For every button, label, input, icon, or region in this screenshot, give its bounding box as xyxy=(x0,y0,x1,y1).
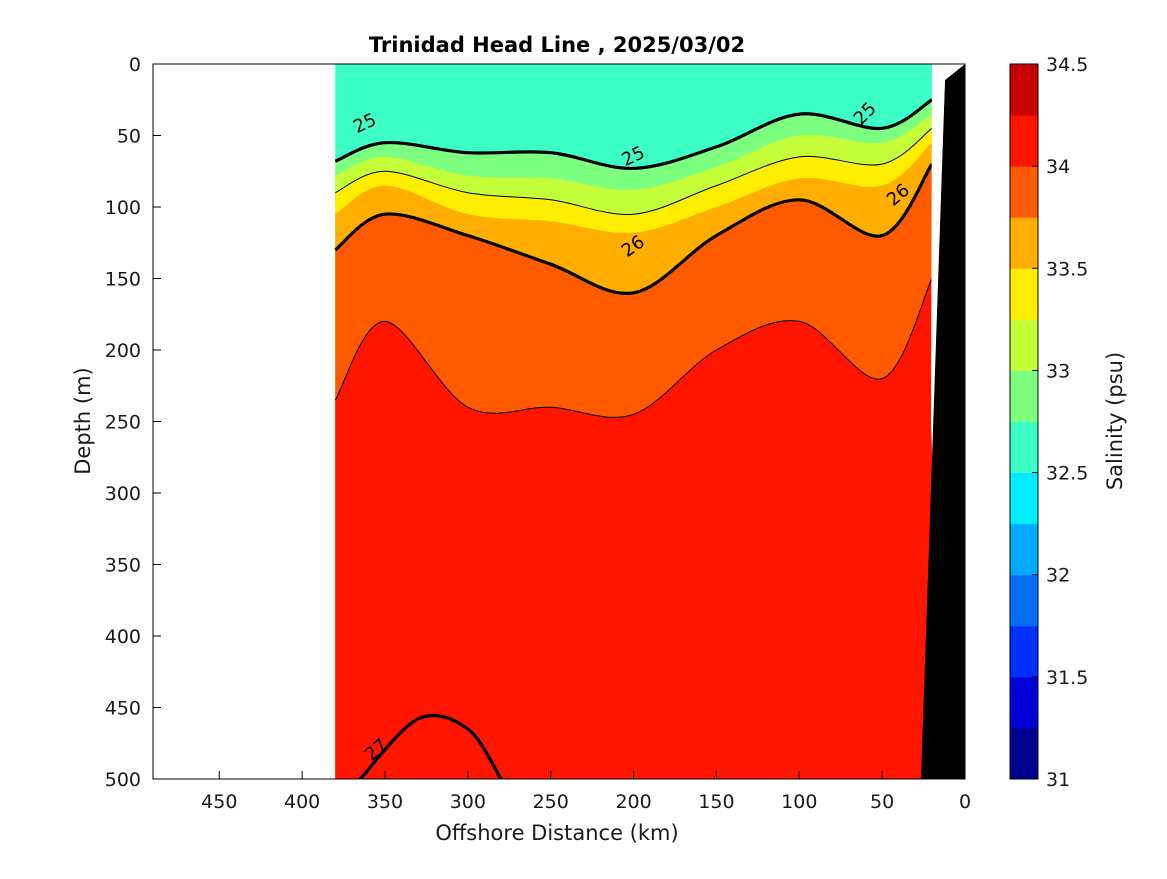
y-tick-label: 250 xyxy=(105,412,141,434)
salinity-layer-6 xyxy=(335,278,932,779)
colorbar-tick-label: 31 xyxy=(1046,769,1070,791)
colorbar-tick-label: 33 xyxy=(1046,360,1070,382)
seafloor-bathymetry xyxy=(921,64,965,779)
colorbar-segment xyxy=(1010,625,1038,678)
y-tick-label: 300 xyxy=(105,483,141,505)
x-axis: 450 400 350 300 250 200 150 100 50 0 xyxy=(201,771,971,813)
x-tick-label: 50 xyxy=(870,791,894,813)
colorbar-tick-label: 31.5 xyxy=(1046,667,1088,689)
x-tick-label: 250 xyxy=(533,791,569,813)
density-contour-line-0 xyxy=(334,98,933,171)
colorbar-segment xyxy=(1010,472,1038,525)
x-tick-label: 200 xyxy=(615,791,651,813)
x-tick-label: 150 xyxy=(698,791,734,813)
colorbar-tick-label: 32 xyxy=(1046,565,1070,587)
colorbar-segment xyxy=(1010,727,1038,780)
colorbar-segment xyxy=(1010,115,1038,167)
y-axis-label: Depth (m) xyxy=(71,367,95,474)
colorbar-frame xyxy=(1009,63,1039,780)
y-tick-label: 200 xyxy=(105,340,141,362)
y-tick-label: 50 xyxy=(117,126,141,148)
salinity-field xyxy=(335,64,932,779)
density-contour-line-deep xyxy=(358,713,503,779)
x-tick-label: 450 xyxy=(201,791,237,813)
colorbar-segment xyxy=(1010,370,1038,422)
y-tick-label: 450 xyxy=(105,698,141,720)
colorbar-segment xyxy=(1010,166,1038,218)
x-tick-label: 350 xyxy=(367,791,403,813)
x-tick-label: 0 xyxy=(959,791,971,813)
y-tick-label: 400 xyxy=(105,626,141,648)
colorbar-segment xyxy=(1010,268,1038,320)
colorbar-segment xyxy=(1010,319,1038,371)
colorbar-segment xyxy=(1010,523,1038,576)
y-tick-label: 150 xyxy=(105,269,141,291)
colorbar-segment xyxy=(1010,64,1038,116)
colorbar-segment xyxy=(1010,421,1038,474)
y-tick-label: 500 xyxy=(105,769,141,791)
colorbar-segment xyxy=(1010,217,1038,269)
colorbar-label: Salinity (psu) xyxy=(1103,352,1127,490)
colorbar-tick-label: 33.5 xyxy=(1046,258,1088,280)
colorbar-segment xyxy=(1010,676,1038,729)
density-contour-line-3 xyxy=(334,278,933,418)
x-axis-label: Offshore Distance (km) xyxy=(435,821,678,845)
y-axis: 0 50 100 150 200 250 300 350 400 450 500 xyxy=(105,54,161,791)
colorbar-tick-label: 34.5 xyxy=(1046,54,1088,76)
y-tick-label: 0 xyxy=(129,54,141,76)
chart-title: Trinidad Head Line , 2025/03/02 xyxy=(369,33,745,57)
colorbar: 34.5 34 33.5 33 32.5 32 31.5 31 xyxy=(1009,54,1088,791)
x-tick-label: 300 xyxy=(450,791,486,813)
y-tick-label: 100 xyxy=(105,197,141,219)
y-tick-label: 350 xyxy=(105,555,141,577)
x-tick-label: 400 xyxy=(284,791,320,813)
x-tick-label: 100 xyxy=(781,791,817,813)
density-contour-line-1 xyxy=(335,127,933,215)
colorbar-tick-label: 32.5 xyxy=(1046,463,1088,485)
density-contour-line-2 xyxy=(334,163,934,296)
colorbar-segment xyxy=(1010,574,1038,627)
coastline-blank xyxy=(931,64,965,450)
colorbar-tick-label: 34 xyxy=(1046,156,1070,178)
